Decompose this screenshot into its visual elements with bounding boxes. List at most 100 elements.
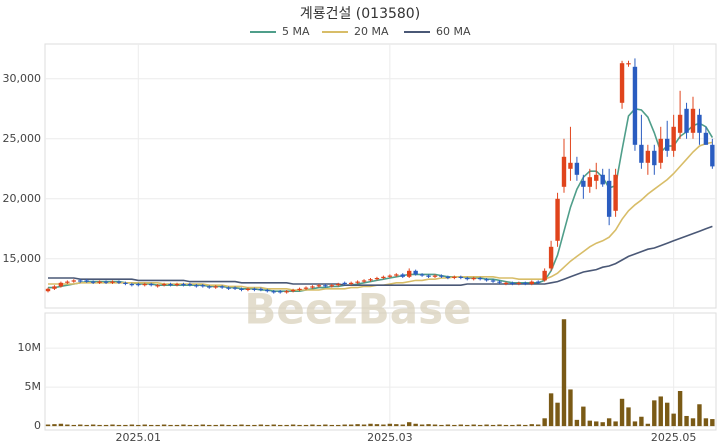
volume-bar <box>510 424 515 427</box>
candle-body <box>329 285 334 287</box>
candle-body <box>265 290 270 292</box>
candle-body <box>174 284 180 286</box>
volume-bar <box>226 424 231 427</box>
candle-body <box>336 284 341 286</box>
candle-body <box>703 132 709 145</box>
candle-body <box>419 274 425 276</box>
candle-body <box>497 281 502 283</box>
volume-bar <box>65 424 70 427</box>
volume-bar <box>103 424 109 427</box>
volume-bar <box>477 424 483 427</box>
volume-bar <box>239 424 244 427</box>
volume-bar <box>568 389 573 427</box>
volume-panel <box>44 312 717 431</box>
candle-body <box>297 288 302 290</box>
candle-body <box>542 270 547 281</box>
candle-body <box>323 285 328 287</box>
candle-body <box>490 280 496 282</box>
candle-body <box>452 276 457 278</box>
volume-bar <box>548 393 554 427</box>
candle-body <box>310 286 315 288</box>
candle-body <box>65 281 70 283</box>
volume-bar <box>600 422 605 427</box>
candle-body <box>658 138 663 163</box>
candle-body <box>536 281 541 283</box>
volume-bar <box>258 424 264 427</box>
volume-bar <box>458 424 463 427</box>
candle-body <box>407 270 412 277</box>
volume-bar <box>555 402 560 427</box>
volume-bar <box>523 424 528 427</box>
volume-bar <box>142 424 147 427</box>
y-tick-label: 10M <box>18 341 42 354</box>
candle-body <box>548 246 554 269</box>
volume-bar <box>387 423 393 427</box>
candle-body <box>90 281 96 283</box>
candle-body <box>523 282 528 284</box>
volume-bar <box>381 424 386 427</box>
x-tick-label: 2025.01 <box>116 431 162 444</box>
candle-body <box>278 291 283 293</box>
volume-bar <box>265 424 270 427</box>
volume-bar <box>632 421 638 427</box>
candle-body <box>290 290 296 292</box>
candle-body <box>303 287 309 289</box>
volume-bar <box>168 424 173 427</box>
candle-body <box>432 275 438 277</box>
y-tick-label: 15,000 <box>3 252 42 265</box>
candle-body <box>374 278 380 280</box>
volume-bar <box>516 424 522 427</box>
volume-bar <box>529 424 534 427</box>
candle-body <box>710 144 715 167</box>
candle-body <box>252 288 257 290</box>
volume-bar <box>561 319 567 427</box>
volume-bar <box>697 404 702 427</box>
volume-bar <box>297 424 302 427</box>
candle-body <box>71 280 76 282</box>
candle-body <box>400 274 405 277</box>
candle-body <box>116 281 122 283</box>
volume-bar <box>432 424 438 427</box>
volume-bar <box>613 421 618 427</box>
y-tick-label: 20,000 <box>3 192 42 205</box>
volume-bar <box>594 421 599 427</box>
volume-bar <box>684 415 689 427</box>
candle-body <box>232 287 238 289</box>
candle-body <box>394 274 399 276</box>
volume-bar <box>200 424 205 427</box>
y-tick-label: 0 <box>34 419 41 432</box>
volume-bar <box>271 424 276 427</box>
volume-bar <box>606 418 612 427</box>
legend-label: 60 MA <box>436 25 471 38</box>
volume-bar <box>710 419 715 427</box>
watermark: BeezBase <box>244 285 471 334</box>
candle-body <box>632 66 638 145</box>
candle-body <box>110 281 115 283</box>
volume-bar <box>336 424 341 427</box>
volume-bar <box>252 424 257 427</box>
volume-bar <box>619 398 625 427</box>
volume-bar <box>471 424 476 427</box>
candle-body <box>103 281 109 283</box>
volume-bar <box>136 424 141 427</box>
volume-bar <box>181 424 186 427</box>
candle-body <box>316 285 322 287</box>
candle-body <box>606 180 612 217</box>
volume-bar <box>129 424 135 427</box>
volume-bar <box>536 424 541 427</box>
volume-bar <box>690 418 696 427</box>
volume-bar <box>490 424 496 427</box>
candle-body <box>665 138 670 151</box>
chart-title: 계룡건설 (013580) <box>300 6 420 22</box>
volume-bar <box>361 424 367 427</box>
candle-body <box>645 150 651 163</box>
volume-bar <box>110 424 115 427</box>
candle-body <box>677 114 683 133</box>
volume-bar <box>90 424 96 427</box>
candle-body <box>142 284 147 286</box>
candle-body <box>187 284 193 286</box>
candle-body <box>342 282 347 284</box>
volume-bar <box>174 424 180 427</box>
candle-body <box>639 144 644 163</box>
candle-body <box>45 288 51 292</box>
